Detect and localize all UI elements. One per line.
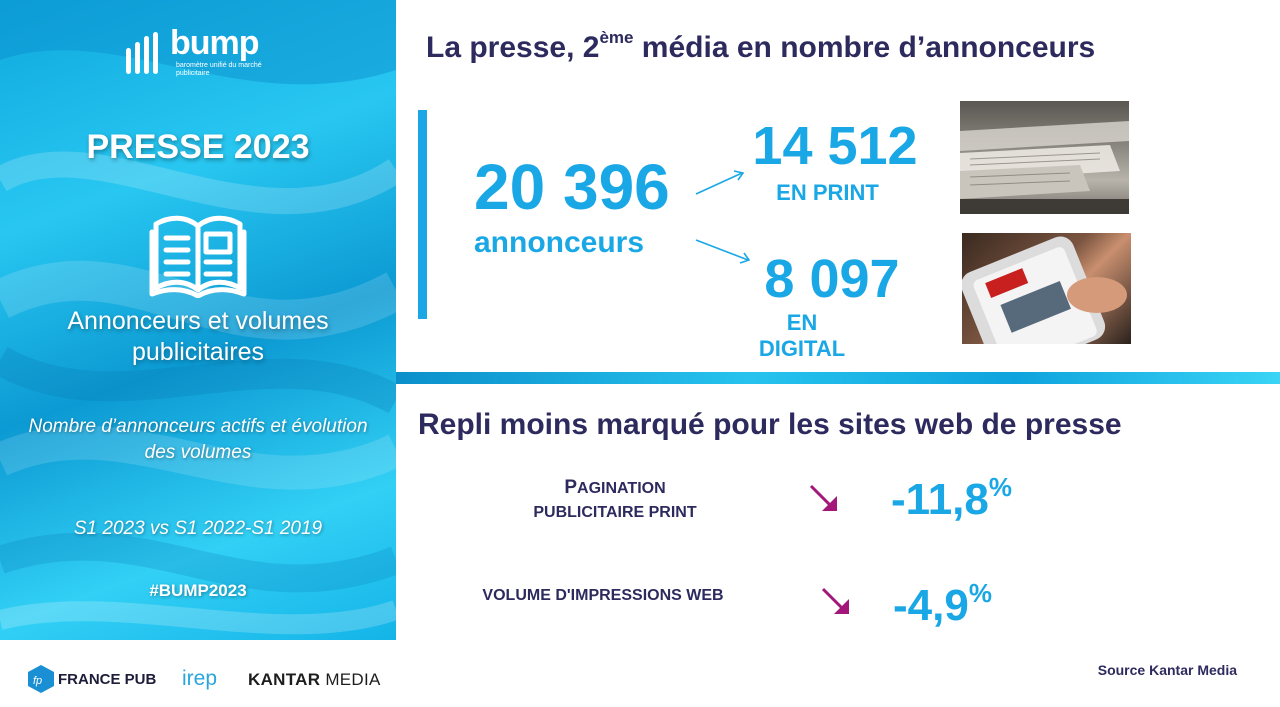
total-advertisers-value: 20 396 [474,151,670,223]
accent-bar [418,110,427,319]
wave-background [0,0,396,635]
footer: fp FRANCE PUB irep KANTAR MEDIA Source K… [0,640,1280,707]
digital-advertisers-label: EN DIGITAL [758,310,846,361]
irep-logo: irep [182,667,218,690]
bump-logo: bump baromètre unifié du marché publicit… [126,24,276,80]
panel-hashtag: #BUMP2023 [149,581,247,600]
france-pub-logo: FRANCE PUB [58,671,157,688]
digital-advertisers-value: 8 097 [764,249,900,309]
arrow-down-right-icon [821,587,849,614]
split-arrows-icon [695,170,751,264]
bump-wordmark: bump [170,24,260,62]
web-impressions-label: VOLUME D'IMPRESSIONS WEB [482,587,724,604]
web-impressions-value: -4,9% [893,578,992,630]
source-note: Source Kantar Media [1097,662,1237,678]
newspapers-photo [960,101,1129,214]
newspaper-icon [149,215,247,298]
section-divider [396,372,1280,384]
france-pub-logo-icon: fp [28,665,54,693]
arrow-down-right-icon [809,484,837,511]
bump-tagline: baromètre unifié du marché publicitaire [176,62,262,77]
kantar-media-logo: KANTAR MEDIA [248,670,381,689]
print-advertisers-label: EN PRINT [776,180,879,205]
total-advertisers-label: annonceurs [474,226,645,259]
svg-text:fp: fp [33,675,42,687]
panel-period: S1 2023 vs S1 2022-S1 2019 [73,518,323,539]
pagination-print-value: -11,8% [891,472,1012,524]
bottom-section-title: Repli moins marqué pour les sites web de… [418,408,1122,441]
bump-bars-icon [126,32,158,74]
pagination-print-label: PAGINATION PUBLICITAIRE PRINT [533,477,697,521]
print-advertisers-value: 14 512 [752,116,918,176]
left-panel: bump baromètre unifié du marché publicit… [0,0,396,640]
panel-title: PRESSE 2023 [86,128,310,166]
panel-description: Nombre d’annonceurs actifs et évolution … [28,416,368,463]
top-section-title: La presse, 2ème média en nombre d’annonc… [426,28,1096,64]
smartphone-news-photo [962,233,1131,344]
panel-subtitle: Annonceurs et volumes publicitaires [67,307,329,366]
